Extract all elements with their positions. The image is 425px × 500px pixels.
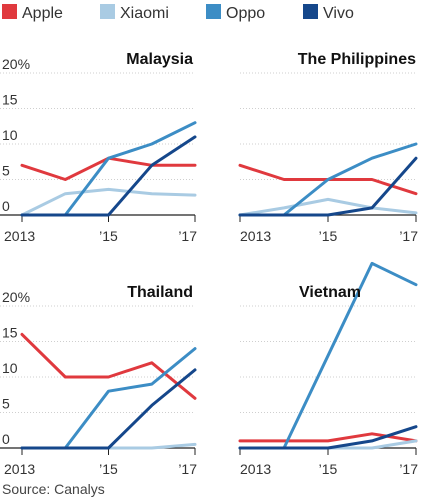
legend-label-oppo: Oppo	[226, 5, 265, 22]
y-tick-label: 15	[2, 92, 18, 108]
panel-thailand: 0 5 10 15 20% 2013 ’15 ’17 Thailand	[0, 284, 197, 477]
legend-swatch-oppo	[206, 4, 221, 19]
x-tick-label: ’17	[399, 228, 418, 244]
x-tick-label: 2013	[240, 461, 271, 477]
panel-title: Malaysia	[126, 51, 193, 68]
y-tick-label: 0	[2, 198, 10, 214]
panel-vietnam: 2013 ’15 ’17 Vietnam	[238, 261, 418, 477]
legend: Apple Xiaomi Oppo Vivo	[2, 4, 354, 22]
legend-swatch-xiaomi	[100, 4, 115, 19]
x-tick-label: 2013	[4, 228, 35, 244]
x-tick-label: ’17	[399, 461, 418, 477]
legend-item-vivo: Vivo	[303, 4, 354, 22]
x-tick-label: ’15	[99, 228, 118, 244]
x-tick-label: ’17	[178, 461, 197, 477]
series-line-oppo	[20, 347, 197, 450]
x-tick-label: ’15	[99, 461, 118, 477]
y-tick-label: 5	[2, 396, 10, 412]
series-line-vivo	[20, 135, 197, 217]
series-line-xiaomi	[238, 197, 418, 217]
y-tick-label: 10	[2, 360, 18, 376]
y-tick-label: 10	[2, 127, 18, 143]
series-line-apple	[20, 156, 197, 181]
x-tick-label: ’17	[178, 228, 197, 244]
panel-title: Thailand	[127, 284, 193, 301]
series-line-apple	[20, 332, 197, 400]
legend-item-apple: Apple	[2, 4, 63, 22]
x-tick-label: 2013	[4, 461, 35, 477]
series-line-vivo	[238, 425, 418, 450]
legend-label-vivo: Vivo	[323, 5, 354, 22]
series-line-xiaomi	[20, 187, 197, 217]
y-tick-label: 5	[2, 163, 10, 179]
series-line-vivo	[238, 156, 418, 217]
chart-panels: 0 5 10 15 20% 2013 ’15 ’17 Malaysia 2013 ’15 ’17 The…	[0, 51, 418, 477]
panel-title: The Philippines	[298, 51, 416, 68]
legend-swatch-vivo	[303, 4, 318, 19]
panel-malaysia: 0 5 10 15 20% 2013 ’15 ’17 Malaysia	[0, 51, 197, 244]
panel-the-philippines: 2013 ’15 ’17 The Philippines	[238, 51, 418, 244]
y-tick-label: 15	[2, 325, 18, 341]
legend-label-apple: Apple	[22, 5, 63, 22]
source-note: Source: Canalys	[2, 481, 105, 497]
x-tick-label: 2013	[240, 228, 271, 244]
x-tick-label: ’15	[319, 228, 338, 244]
y-tick-label: 20%	[2, 289, 30, 305]
legend-swatch-apple	[2, 4, 17, 19]
y-tick-label: 20%	[2, 56, 30, 72]
y-tick-label: 0	[2, 431, 10, 447]
panel-title: Vietnam	[299, 284, 361, 301]
legend-item-xiaomi: Xiaomi	[100, 4, 169, 22]
x-tick-label: ’15	[319, 461, 338, 477]
legend-item-oppo: Oppo	[206, 4, 265, 22]
series-line-oppo	[238, 142, 418, 217]
legend-label-xiaomi: Xiaomi	[120, 5, 169, 22]
series-line-vivo	[20, 368, 197, 450]
